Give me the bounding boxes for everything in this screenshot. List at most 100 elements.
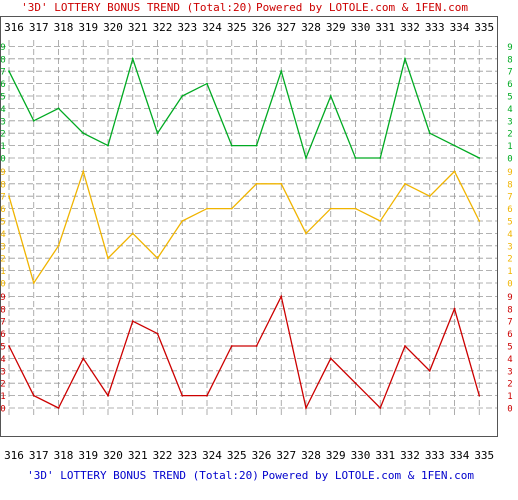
series-point <box>156 132 159 135</box>
y-tick-label-right: 5 <box>507 218 512 228</box>
series-point <box>354 382 357 385</box>
series-point <box>107 257 109 260</box>
series-point <box>478 220 481 222</box>
x-tick-label-top: 324 <box>202 21 222 34</box>
x-axis-top: 316 317 318 319 320 321 322 323 324 325 326 327 328 3… <box>4 21 494 34</box>
y-tick-label-right: 9 <box>507 43 512 53</box>
series-point <box>82 170 85 173</box>
y-tick-label-left: 7 <box>0 318 5 328</box>
series-point <box>329 95 332 97</box>
series-point <box>32 282 35 284</box>
y-tick-label-right: 9 <box>507 293 512 303</box>
x-tick-label-top: 319 <box>78 21 98 34</box>
x-tick-label-bottom: 330 <box>351 449 371 462</box>
y-tick-label-right: 7 <box>507 318 512 328</box>
series-point <box>8 345 10 347</box>
series-point <box>82 357 85 360</box>
x-tick-label-bottom: 327 <box>276 449 296 462</box>
x-axis-bottom: 316 317 318 319 320 321 322 323 324 325 326 327 328 3… <box>4 449 494 462</box>
series-point <box>379 157 382 159</box>
x-tick-label-top: 317 <box>29 21 49 34</box>
series-point <box>280 295 283 298</box>
y-tick-label-left: 2 <box>0 380 5 390</box>
series-point <box>329 357 332 360</box>
y-tick-label-right: 2 <box>507 130 512 140</box>
plot-frame <box>0 16 498 437</box>
y-tick-label-right: 6 <box>507 80 512 90</box>
x-tick-label-bottom: 324 <box>202 449 222 462</box>
x-tick-label-bottom: 325 <box>227 449 247 462</box>
y-tick-label-left: 7 <box>0 193 5 203</box>
y-tick-label-left: 3 <box>0 242 5 252</box>
y-tick-label-left: 0 <box>0 280 5 290</box>
x-tick-label-top: 316 <box>4 21 24 34</box>
chart-powered-by: Powered by LOTOLE.com & 1FEN.com <box>256 1 468 14</box>
y-tick-label-left: 4 <box>0 105 5 115</box>
y-tick-label-right: 0 <box>507 155 512 165</box>
x-tick-label-top: 323 <box>177 21 197 34</box>
x-tick-label-bottom: 316 <box>4 449 24 462</box>
y-tick-label-left: 8 <box>0 55 5 65</box>
series-point <box>107 144 109 147</box>
series-line-1 <box>8 56 480 161</box>
series-point <box>280 70 283 73</box>
series-point <box>478 394 481 397</box>
series-point <box>255 345 258 347</box>
series-point <box>354 157 357 159</box>
series-line-2 <box>8 169 480 285</box>
footer-title: '3D' LOTTERY BONUS TREND (Total:20) <box>27 469 259 482</box>
y-tick-label-left: 2 <box>0 255 5 265</box>
series-point <box>107 394 109 397</box>
y-tick-label-left: 5 <box>0 218 5 228</box>
x-tick-label-bottom: 326 <box>252 449 272 462</box>
series-point <box>354 207 357 210</box>
y-tick-label-left: 0 <box>0 155 5 165</box>
y-tick-label-left: 1 <box>0 142 5 152</box>
y-tick-label-left: 4 <box>0 230 5 240</box>
y-tick-label-right: 5 <box>507 343 512 353</box>
y-tick-label-left: 1 <box>0 392 5 402</box>
series-point <box>131 232 134 235</box>
y-tick-label-left: 2 <box>0 130 5 140</box>
y-tick-label-right: 9 <box>507 168 512 178</box>
y-tick-label-left: 9 <box>0 168 5 178</box>
y-axis-left: 0 1 2 3 4 5 6 7 8 9 0 1 2 3 4 5 6 7 8 9 0 1 2 3 4 5 6 7 8 9 <box>0 43 5 415</box>
y-tick-label-left: 4 <box>0 355 5 365</box>
series-point <box>8 195 10 198</box>
series-point <box>379 220 382 222</box>
y-tick-label-right: 3 <box>507 242 512 252</box>
series-point <box>329 207 332 210</box>
x-tick-label-top: 334 <box>450 21 470 34</box>
x-tick-label-bottom: 329 <box>326 449 346 462</box>
x-tick-label-top: 328 <box>301 21 321 34</box>
y-tick-label-left: 7 <box>0 68 5 78</box>
y-tick-label-left: 6 <box>0 330 5 340</box>
x-tick-label-bottom: 333 <box>425 449 445 462</box>
series-point <box>428 369 431 372</box>
series-point <box>156 332 159 335</box>
x-tick-label-bottom: 323 <box>177 449 197 462</box>
series-point <box>57 107 60 110</box>
series-point <box>453 144 456 147</box>
y-tick-label-left: 9 <box>0 293 5 303</box>
x-tick-label-bottom: 321 <box>128 449 148 462</box>
series-point <box>230 144 233 147</box>
x-tick-label-top: 322 <box>153 21 173 34</box>
series-point <box>57 407 60 409</box>
series-point <box>206 394 208 397</box>
x-tick-label-bottom: 319 <box>78 449 98 462</box>
x-tick-label-bottom: 331 <box>375 449 395 462</box>
y-tick-label-right: 0 <box>507 405 512 415</box>
y-tick-label-right: 8 <box>507 180 512 190</box>
series-point <box>404 182 406 185</box>
y-tick-label-right: 3 <box>507 117 512 127</box>
series-point <box>156 257 159 260</box>
series-point <box>453 307 456 310</box>
series-point <box>206 207 208 210</box>
x-tick-label-top: 333 <box>425 21 445 34</box>
y-tick-label-left: 3 <box>0 367 5 377</box>
series-point <box>379 407 382 409</box>
x-tick-label-top: 325 <box>227 21 247 34</box>
y-tick-label-right: 3 <box>507 367 512 377</box>
